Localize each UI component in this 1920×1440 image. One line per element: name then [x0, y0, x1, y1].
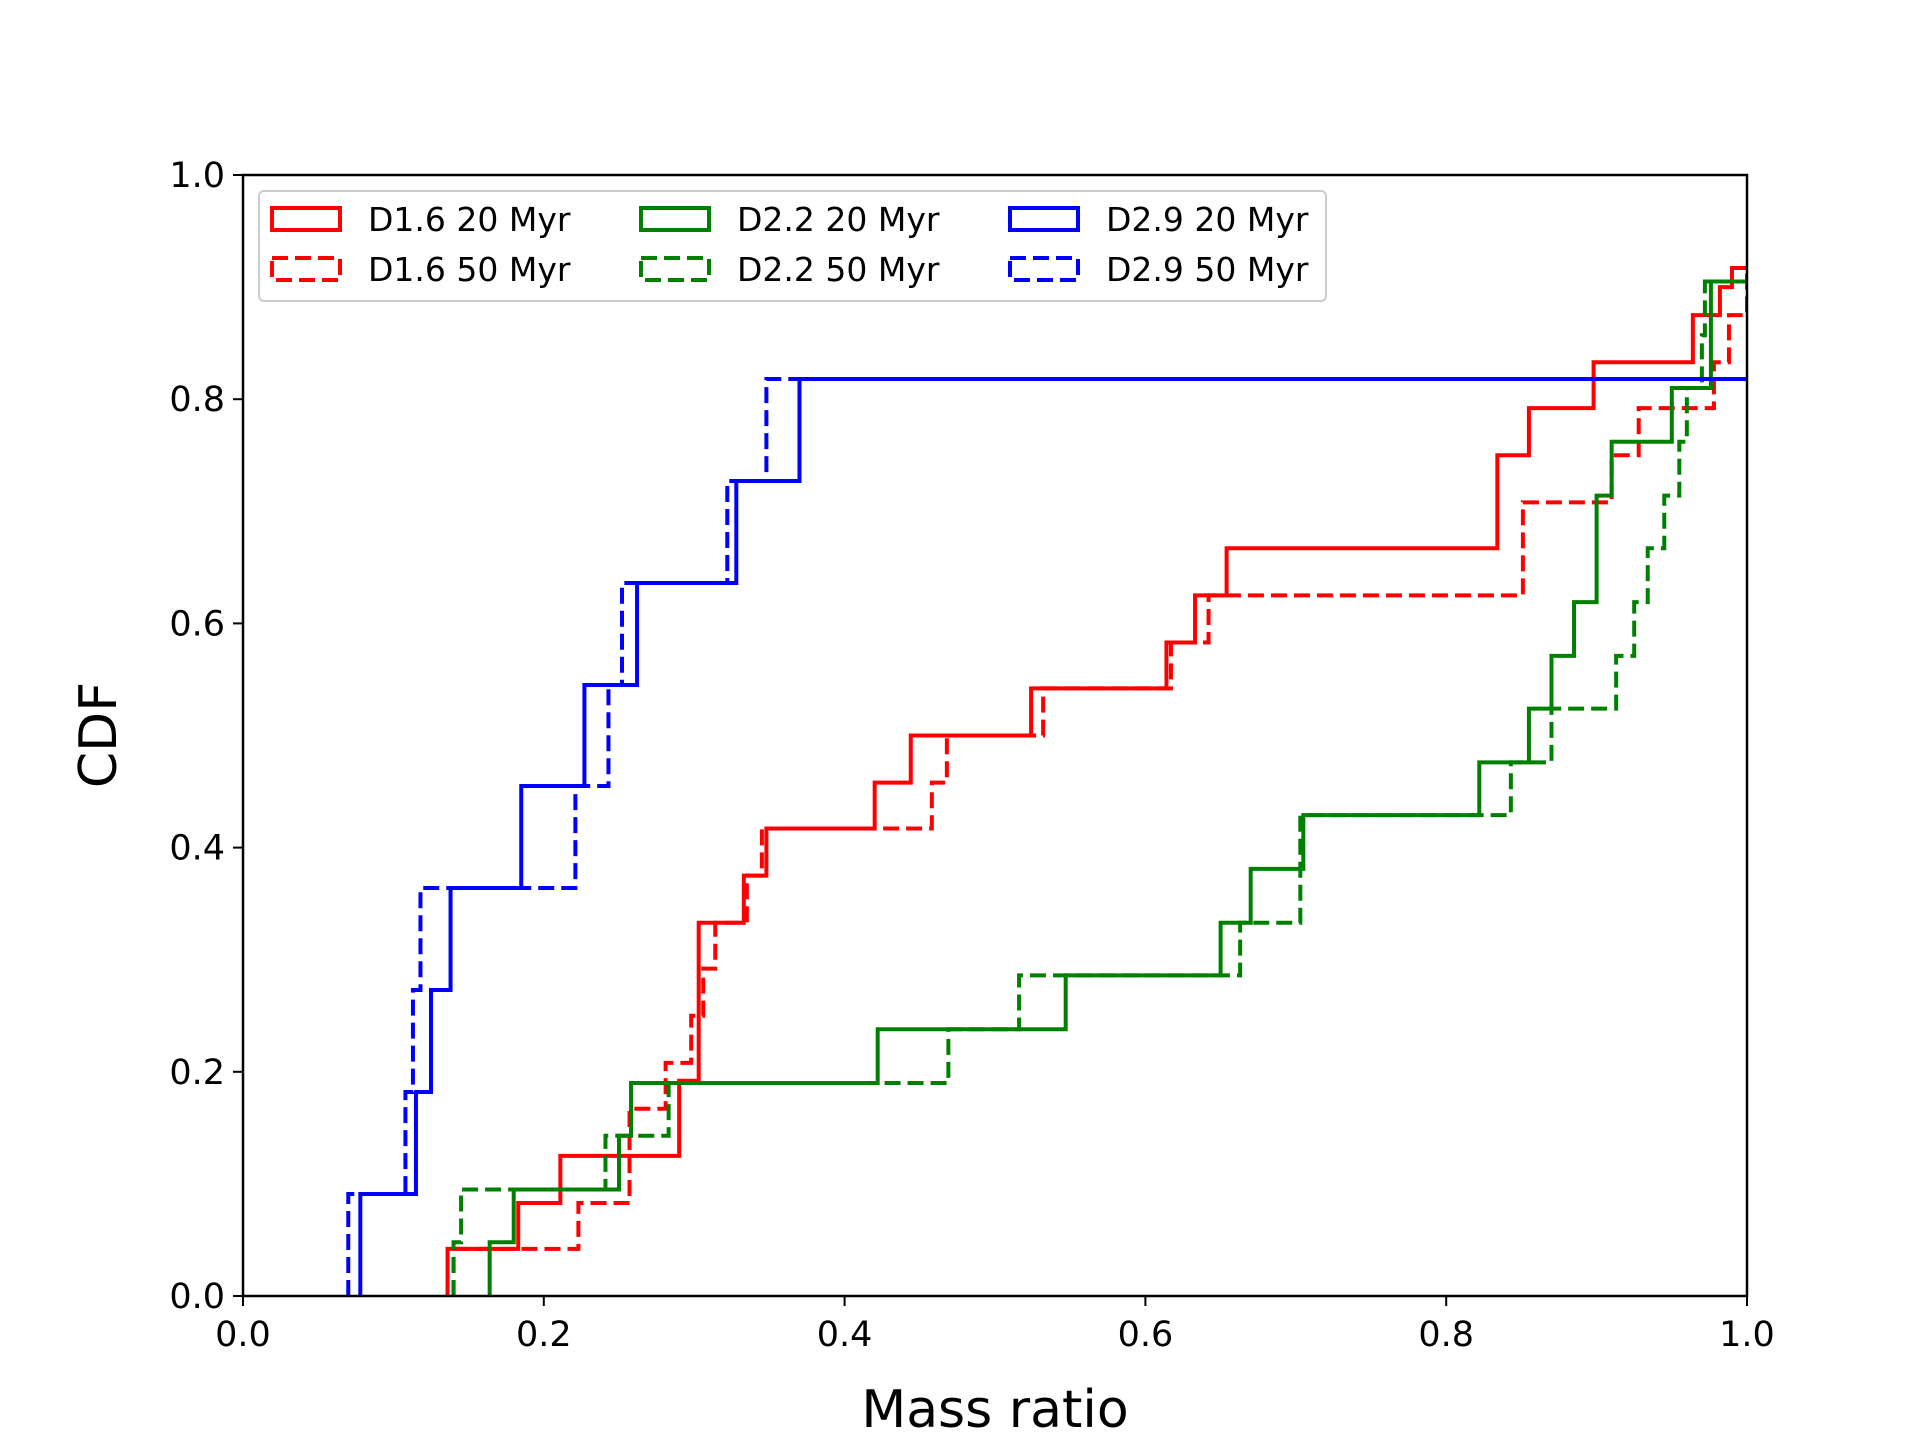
legend-swatch — [639, 256, 711, 282]
legend-label: D2.9 20 Myr — [1106, 200, 1309, 239]
x-axis: 0.0 0.2 0.4 0.6 0.8 1.0 — [215, 1296, 1775, 1355]
legend-label: D2.2 20 Myr — [737, 200, 940, 239]
y-axis-title: CDF — [69, 682, 129, 788]
legend-item: D2.9 50 Myr — [1008, 250, 1309, 289]
plot-frame — [241, 173, 1749, 1298]
x-tick-label: 0.2 — [516, 1315, 572, 1355]
legend-swatch — [1008, 206, 1080, 232]
legend-label: D1.6 20 Myr — [368, 200, 571, 239]
y-tick-label: 0.0 — [169, 1277, 225, 1317]
legend-label: D1.6 50 Myr — [368, 250, 571, 289]
legend-swatch — [1008, 256, 1080, 282]
x-tick-label: 0.0 — [215, 1315, 271, 1355]
legend-item: D2.2 20 Myr — [639, 200, 940, 239]
y-tick-label: 1.0 — [169, 156, 225, 196]
legend-item: D2.9 20 Myr — [1008, 200, 1309, 239]
series-layer — [346, 266, 1747, 1296]
legend-label: D2.9 50 Myr — [1106, 250, 1309, 289]
series-d2-9-50-myr — [346, 377, 1717, 1296]
legend-label: D2.2 50 Myr — [737, 250, 940, 289]
legend: D1.6 20 Myr D1.6 50 Myr D2.2 20 Myr D2.2 50… — [258, 190, 1327, 302]
y-tick-label: 0.6 — [169, 604, 225, 644]
y-tick-label: 0.8 — [169, 380, 225, 420]
legend-item: D1.6 50 Myr — [270, 250, 571, 289]
legend-swatch — [270, 256, 342, 282]
legend-item: D1.6 20 Myr — [270, 200, 571, 239]
legend-box — [258, 190, 1327, 302]
x-axis-title: Mass ratio — [861, 1380, 1128, 1440]
legend-swatch — [270, 206, 342, 232]
x-tick-label: 0.4 — [817, 1315, 873, 1355]
y-axis: 0.0 0.2 0.4 0.6 0.8 1.0 — [169, 156, 243, 1317]
y-tick-label: 0.4 — [169, 829, 225, 869]
series-d2-2-50-myr — [451, 279, 1747, 1296]
y-tick-label: 0.2 — [169, 1053, 225, 1093]
x-tick-label: 1.0 — [1719, 1315, 1775, 1355]
legend-item: D2.2 50 Myr — [639, 250, 940, 289]
series-d1-6-50-myr — [451, 268, 1747, 1296]
x-tick-label: 0.8 — [1418, 1315, 1474, 1355]
legend-swatch — [639, 206, 711, 232]
x-tick-label: 0.6 — [1118, 1315, 1174, 1355]
series-d1-6-20-myr — [445, 266, 1747, 1296]
